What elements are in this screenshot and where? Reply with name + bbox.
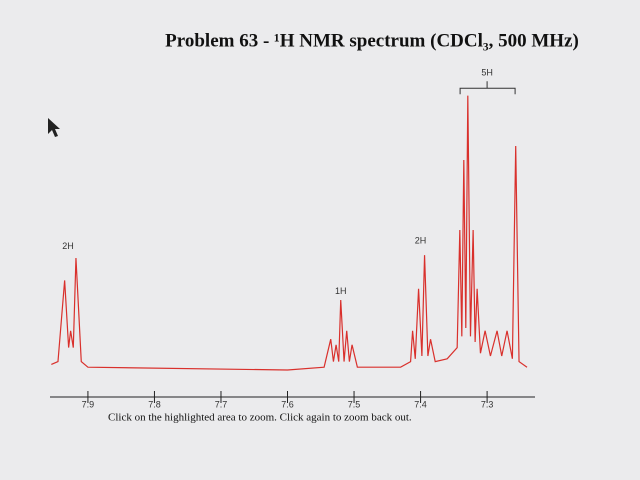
x-tick-label: 7.7 [215,399,228,409]
integration-label: 2H [62,241,74,251]
spectrum-line [51,95,528,371]
integration-label: 5H [481,68,493,78]
x-tick-label: 7.4 [414,399,427,409]
x-tick-label: 7.6 [281,399,294,409]
x-tick-label: 7.3 [481,399,494,409]
integration-bracket [459,81,516,95]
integration-label: 2H [415,236,427,246]
integration-label: 1H [335,286,347,296]
x-tick-label: 7.8 [148,399,161,409]
caption: Click on the highlighted area to zoom. C… [108,412,412,424]
x-tick-label: 7.9 [82,399,95,409]
mouse-cursor [48,118,60,137]
chart-title: Problem 63 - ¹H NMR spectrum (CDCl₃, 500… [165,30,579,51]
x-tick-label: 7.5 [348,399,361,409]
